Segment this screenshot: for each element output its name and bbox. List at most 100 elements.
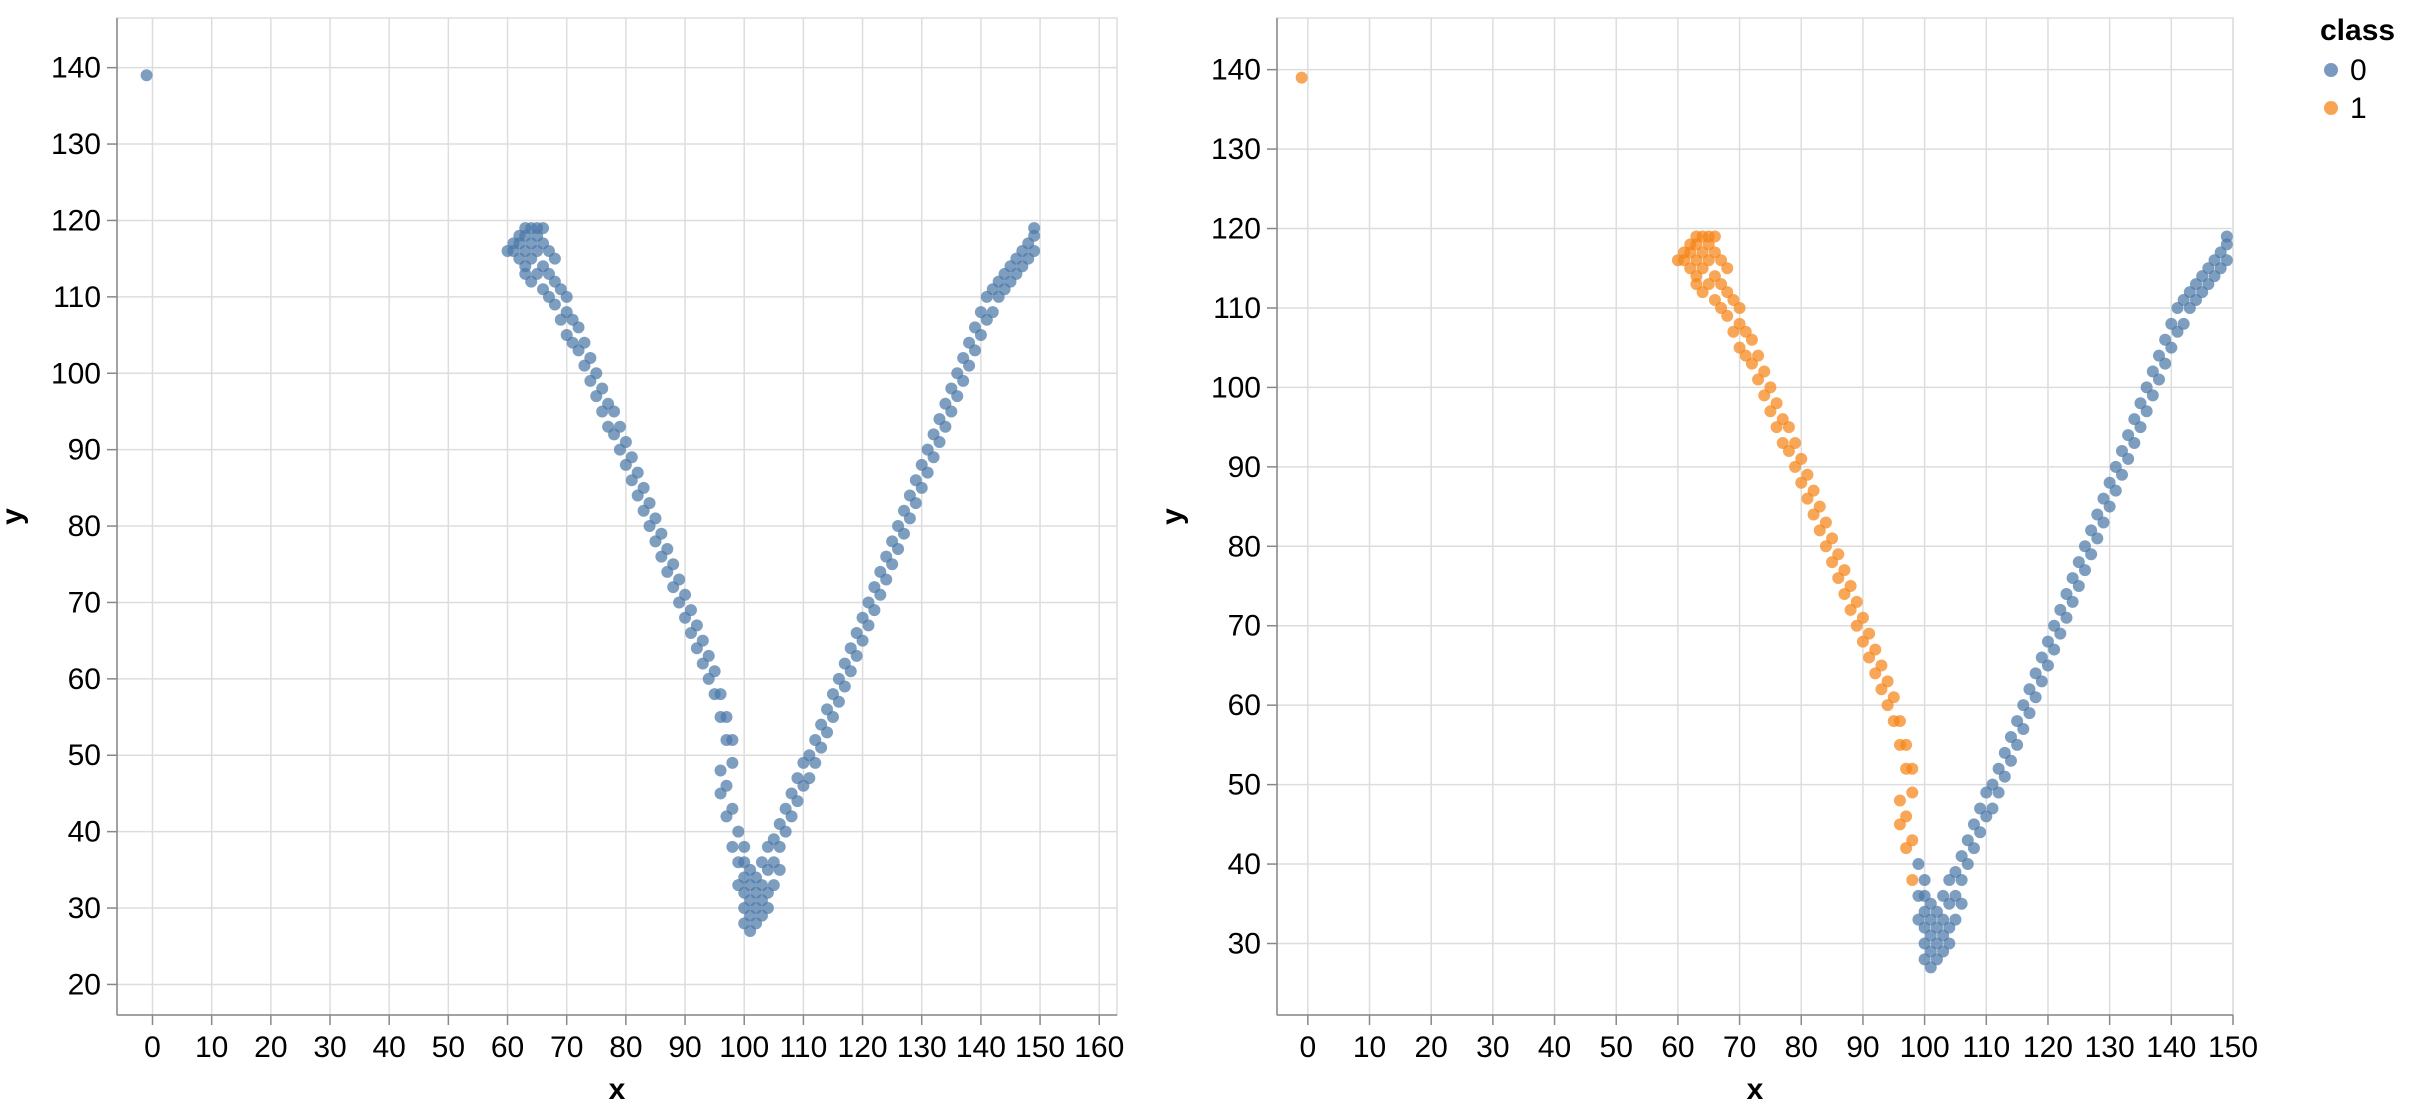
data-point <box>608 405 621 418</box>
data-point <box>1906 786 1919 799</box>
data-point <box>1789 437 1802 450</box>
data-point <box>714 764 727 777</box>
x-tick-label: 30 <box>313 1031 346 1064</box>
data-point <box>1961 858 1974 871</box>
y-tick-label: 30 <box>68 892 101 925</box>
data-point <box>1807 484 1820 497</box>
data-point <box>720 711 733 724</box>
data-point <box>862 619 875 632</box>
data-point <box>1745 333 1758 346</box>
data-point <box>773 863 786 876</box>
data-point <box>702 649 715 662</box>
data-point <box>856 634 869 647</box>
data-point <box>2029 691 2042 704</box>
data-point <box>2066 595 2079 608</box>
data-point <box>915 481 928 494</box>
y-tick-label: 50 <box>68 739 101 772</box>
x-tick-label: 90 <box>668 1031 701 1064</box>
data-point <box>1949 913 1962 926</box>
data-point <box>945 405 958 418</box>
data-point <box>1733 301 1746 314</box>
data-point <box>684 604 697 617</box>
data-point <box>667 558 680 571</box>
data-point <box>773 840 786 853</box>
x-tick-label: 50 <box>432 1031 465 1064</box>
y-tick-label: 110 <box>1213 292 1261 325</box>
y-tick-label: 80 <box>1228 530 1261 563</box>
data-point <box>726 733 739 746</box>
data-point <box>1869 643 1882 656</box>
legend: class 0 1 <box>2320 14 2395 125</box>
data-point <box>625 451 638 464</box>
data-point <box>821 726 834 739</box>
data-point <box>1795 452 1808 465</box>
legend-symbol <box>2324 63 2338 77</box>
x-tick-label: 100 <box>1900 1031 1950 1064</box>
data-point <box>2004 754 2017 767</box>
data-point <box>673 573 686 586</box>
data-point <box>548 252 561 265</box>
data-point <box>590 367 603 380</box>
data-point <box>815 741 828 754</box>
data-point <box>548 298 561 311</box>
data-point <box>986 306 999 319</box>
x-tick-label: 60 <box>1661 1031 1694 1064</box>
data-point <box>720 779 733 792</box>
x-tick-label: 140 <box>956 1031 1006 1064</box>
data-point <box>1906 873 1919 886</box>
legend-label: 1 <box>2350 92 2367 125</box>
data-point <box>613 420 626 433</box>
y-tick-label: 120 <box>51 204 101 237</box>
data-point <box>1758 365 1771 378</box>
y-tick-label: 90 <box>68 434 101 467</box>
x-tick-label: 130 <box>2085 1031 2135 1064</box>
data-point <box>637 481 650 494</box>
y-axis-title: y <box>0 508 29 525</box>
data-point <box>1900 810 1913 823</box>
data-point <box>779 825 792 838</box>
data-point <box>761 902 774 915</box>
data-point <box>921 466 934 479</box>
data-point <box>1906 834 1919 847</box>
data-point <box>880 573 893 586</box>
data-point <box>1992 786 2005 799</box>
data-point <box>738 840 751 853</box>
data-point <box>2097 516 2110 529</box>
x-tick-label: 130 <box>897 1031 947 1064</box>
x-tick-label: 80 <box>1785 1031 1818 1064</box>
x-tick-label: 90 <box>1846 1031 1879 1064</box>
data-point <box>2140 405 2153 418</box>
data-point <box>832 695 845 708</box>
data-point <box>537 222 550 235</box>
data-point <box>714 688 727 701</box>
data-point <box>1770 397 1783 410</box>
legend-label: 0 <box>2350 54 2367 87</box>
y-tick-label: 20 <box>68 968 101 1001</box>
x-tick-label: 40 <box>373 1031 406 1064</box>
y-tick-label: 60 <box>68 663 101 696</box>
x-tick-label: 10 <box>1353 1031 1386 1064</box>
chart-panel-1: 0 10 20 30 40 50 60 70 80 90 100 110 120 130 140 150304… <box>1156 14 2395 1106</box>
y-tick-label: 100 <box>51 357 101 390</box>
legend-title: class <box>2320 14 2395 47</box>
data-point <box>2159 357 2172 370</box>
y-tick-label: 50 <box>1228 769 1261 802</box>
x-tick-label: 110 <box>1962 1031 2010 1064</box>
x-axis-title: x <box>609 1073 626 1106</box>
data-point <box>1881 675 1894 688</box>
data-point <box>2035 675 2048 688</box>
data-point <box>2115 468 2128 481</box>
data-point <box>933 436 946 449</box>
x-tick-label: 10 <box>195 1031 228 1064</box>
x-tick-label: 20 <box>254 1031 287 1064</box>
data-point <box>726 840 739 853</box>
data-point <box>957 374 970 387</box>
data-point <box>1918 873 1931 886</box>
x-tick-label: 70 <box>1723 1031 1756 1064</box>
data-point <box>1998 770 2011 783</box>
data-point <box>2165 341 2178 354</box>
y-tick-label: 120 <box>1211 213 1261 246</box>
data-point <box>1832 548 1845 561</box>
data-point <box>826 711 839 724</box>
data-point <box>767 879 780 892</box>
